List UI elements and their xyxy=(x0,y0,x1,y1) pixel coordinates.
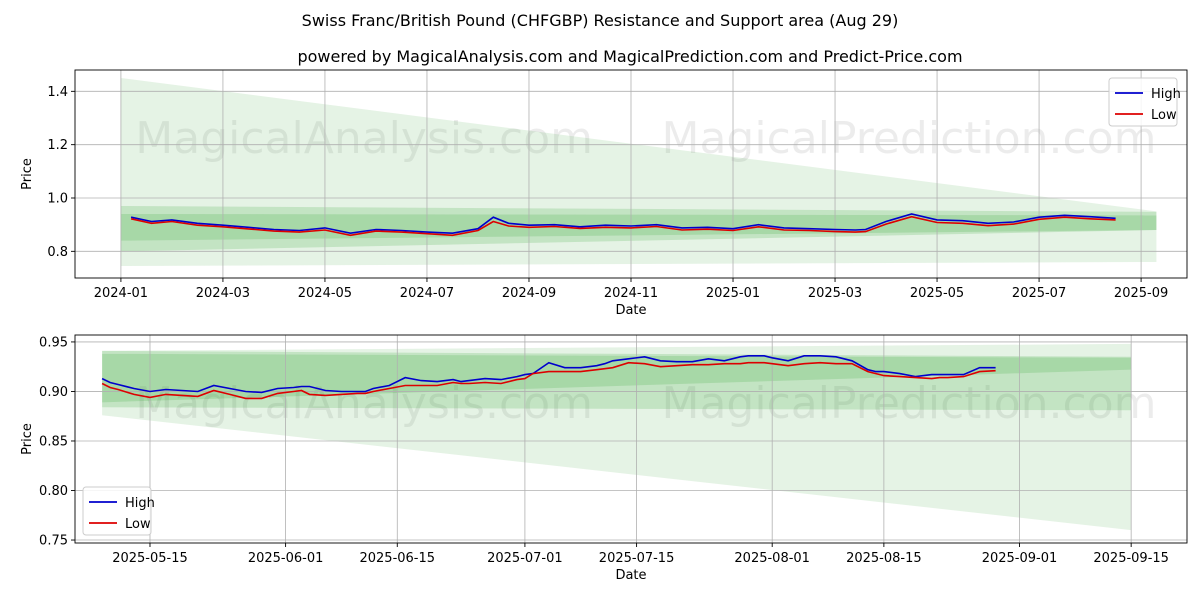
y-tick-label: 1.4 xyxy=(47,85,68,100)
x-tick-label: 2025-01 xyxy=(706,286,760,301)
x-tick-label: 2025-08-15 xyxy=(846,551,922,566)
y-tick-label: 0.90 xyxy=(39,385,68,400)
plot-frame xyxy=(74,334,1188,544)
x-tick-label: 2024-05 xyxy=(298,286,352,301)
legend-label-low: Low xyxy=(125,517,151,532)
x-tick-label: 2025-03 xyxy=(808,286,862,301)
y-axis-label: Price xyxy=(20,158,35,190)
watermark: MagicalPrediction.com xyxy=(662,378,1157,429)
series-line-high xyxy=(130,213,1116,235)
series-line-low xyxy=(130,215,1116,237)
x-tick-label: 2024-03 xyxy=(196,286,250,301)
legend: High Low xyxy=(1108,77,1181,127)
watermark: MagicalAnalysis.com xyxy=(135,113,593,164)
x-tick-label: 2025-06-01 xyxy=(248,551,324,566)
x-tick-label: 2025-09-15 xyxy=(1093,551,1169,566)
x-axis-label: Date xyxy=(615,568,646,583)
x-tick-label: 2025-09-01 xyxy=(982,551,1058,566)
y-axis-label: Price xyxy=(20,423,35,455)
x-tick-label: 2024-11 xyxy=(604,286,658,301)
chart-title: Swiss Franc/British Pound (CHFGBP) Resis… xyxy=(302,11,899,30)
y-tick-label: 0.8 xyxy=(47,245,68,260)
watermark: MagicalPrediction.com xyxy=(662,113,1157,164)
y-tick-label: 1.0 xyxy=(47,192,68,207)
support-resistance-band xyxy=(120,78,1157,266)
bottom-plot: MagicalAnalysis.com MagicalPrediction.com… xyxy=(20,334,1188,583)
legend-label-high: High xyxy=(1151,87,1181,102)
y-tick-label: 0.75 xyxy=(39,534,68,549)
x-tick-label: 2025-08-01 xyxy=(734,551,810,566)
chart-subtitle: powered by MagicalAnalysis.com and Magic… xyxy=(297,47,962,66)
x-tick-label: 2024-09 xyxy=(502,286,556,301)
legend-label-high: High xyxy=(125,496,155,511)
legend-label-low: Low xyxy=(1151,108,1177,123)
x-tick-label: 2025-09 xyxy=(1114,286,1168,301)
x-tick-label: 2025-05-15 xyxy=(112,551,188,566)
y-tick-label: 0.85 xyxy=(39,434,68,449)
x-tick-label: 2025-05 xyxy=(910,286,964,301)
series-line-low xyxy=(101,361,996,400)
top-plot: MagicalAnalysis.com MagicalPrediction.com… xyxy=(20,69,1188,318)
x-tick-label: 2024-01 xyxy=(94,286,148,301)
x-tick-label: 2025-07-15 xyxy=(599,551,675,566)
x-tick-label: 2024-07 xyxy=(400,286,454,301)
y-tick-label: 0.80 xyxy=(39,484,68,499)
support-resistance-band xyxy=(102,343,1132,531)
y-tick-label: 1.2 xyxy=(47,138,68,153)
x-tick-label: 2025-07-01 xyxy=(487,551,563,566)
support-resistance-band xyxy=(102,353,1132,403)
x-tick-label: 2025-07 xyxy=(1012,286,1066,301)
y-tick-label: 0.95 xyxy=(39,335,68,350)
support-resistance-band xyxy=(102,350,1132,411)
series-line-high xyxy=(101,355,996,394)
legend: High Low xyxy=(82,486,155,536)
x-tick-label: 2025-06-15 xyxy=(359,551,435,566)
x-axis-label: Date xyxy=(615,303,646,318)
